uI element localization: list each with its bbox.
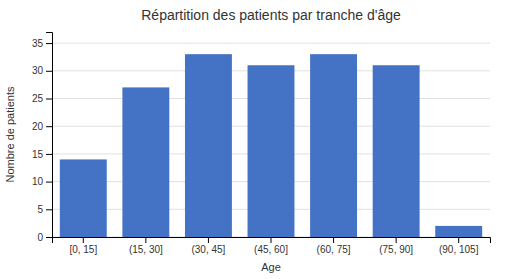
x-axis: [0, 15] (15, 30] (30, 45] (45, 60] (60, 75] (… <box>53 237 491 255</box>
tick: 5 <box>37 204 52 215</box>
tick: (75, 90] <box>379 237 413 255</box>
tick: (30, 45] <box>191 237 225 255</box>
tick-mark <box>46 43 52 44</box>
tick: (15, 30] <box>129 237 163 255</box>
tick: 0 <box>37 232 52 243</box>
tick: 25 <box>32 93 52 104</box>
bar <box>248 65 295 237</box>
tick: 15 <box>32 149 52 160</box>
tick-mark <box>46 182 52 183</box>
tick-label: [0, 15] <box>69 244 97 255</box>
tick-mark <box>396 237 397 243</box>
tick-mark <box>83 237 84 243</box>
tick-label: (90, 105] <box>439 244 479 255</box>
tick-mark <box>333 237 334 243</box>
tick-label: 0 <box>37 232 43 243</box>
tick-label: (45, 60] <box>254 244 288 255</box>
chart: 0 5 10 15 20 25 30 35 [0, 15] (15, 30] (30, 45] (45… <box>0 0 505 279</box>
tick-mark <box>46 154 52 155</box>
tick-mark <box>208 237 209 243</box>
tick-mark <box>46 126 52 127</box>
tick-mark <box>271 237 272 243</box>
tick: 35 <box>32 38 52 49</box>
y-axis: 0 5 10 15 20 25 30 35 <box>32 33 53 243</box>
tick: (45, 60] <box>254 237 288 255</box>
tick-label: (15, 30] <box>129 244 163 255</box>
tick-mark <box>46 209 52 210</box>
bar <box>185 54 232 237</box>
tick-label: (60, 75] <box>317 244 351 255</box>
tick-mark <box>46 71 52 72</box>
x-axis-title: Age <box>261 261 281 273</box>
grid <box>52 43 490 237</box>
axis-line <box>53 238 491 244</box>
bar <box>122 87 169 237</box>
tick: (60, 75] <box>317 237 351 255</box>
tick: (90, 105] <box>439 237 479 255</box>
tick-label: 5 <box>37 204 43 215</box>
tick-mark <box>145 237 146 243</box>
tick-label: 30 <box>32 65 44 76</box>
grid-line <box>52 43 490 44</box>
tick-label: 35 <box>32 38 44 49</box>
tick-label: 10 <box>32 176 44 187</box>
tick-mark <box>458 237 459 243</box>
title: Répartition des patients par tranche d'â… <box>141 7 401 23</box>
bar <box>310 54 357 237</box>
bar <box>373 65 420 237</box>
tick-label: (75, 90] <box>379 244 413 255</box>
tick-mark <box>46 98 52 99</box>
tick-label: (30, 45] <box>191 244 225 255</box>
tick: 20 <box>32 121 52 132</box>
axis-line <box>46 33 53 238</box>
tick: [0, 15] <box>69 237 97 255</box>
tick-label: 15 <box>32 149 44 160</box>
bars <box>60 54 482 237</box>
plot-area: 0 5 10 15 20 25 30 35 [0, 15] (15, 30] (30, 45] (45… <box>32 33 491 256</box>
tick: 30 <box>32 65 52 76</box>
bar <box>60 159 107 237</box>
y-axis-title: Nombre de patients <box>4 86 16 182</box>
tick: 10 <box>32 176 52 187</box>
bar <box>435 226 482 237</box>
tick-label: 25 <box>32 93 44 104</box>
tick-label: 20 <box>32 121 44 132</box>
tick-mark <box>46 237 52 238</box>
